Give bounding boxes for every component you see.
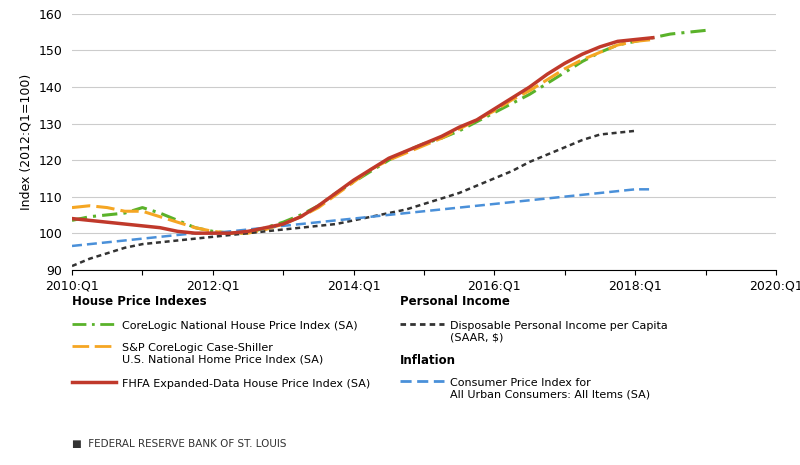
Text: House Price Indexes: House Price Indexes — [72, 295, 206, 308]
Text: FHFA Expanded-Data House Price Index (SA): FHFA Expanded-Data House Price Index (SA… — [122, 379, 370, 389]
Text: Consumer Price Index for
All Urban Consumers: All Items (SA): Consumer Price Index for All Urban Consu… — [450, 378, 650, 399]
Text: CoreLogic National House Price Index (SA): CoreLogic National House Price Index (SA… — [122, 321, 358, 331]
Text: ■  FEDERAL RESERVE BANK OF ST. LOUIS: ■ FEDERAL RESERVE BANK OF ST. LOUIS — [72, 438, 286, 449]
Text: Inflation: Inflation — [400, 354, 456, 367]
Y-axis label: Index (2012:Q1=100): Index (2012:Q1=100) — [20, 73, 33, 210]
Text: Personal Income: Personal Income — [400, 295, 510, 308]
Text: Disposable Personal Income per Capita
(SAAR, $): Disposable Personal Income per Capita (S… — [450, 321, 667, 342]
Text: S&P CoreLogic Case-Shiller
U.S. National Home Price Index (SA): S&P CoreLogic Case-Shiller U.S. National… — [122, 343, 323, 365]
